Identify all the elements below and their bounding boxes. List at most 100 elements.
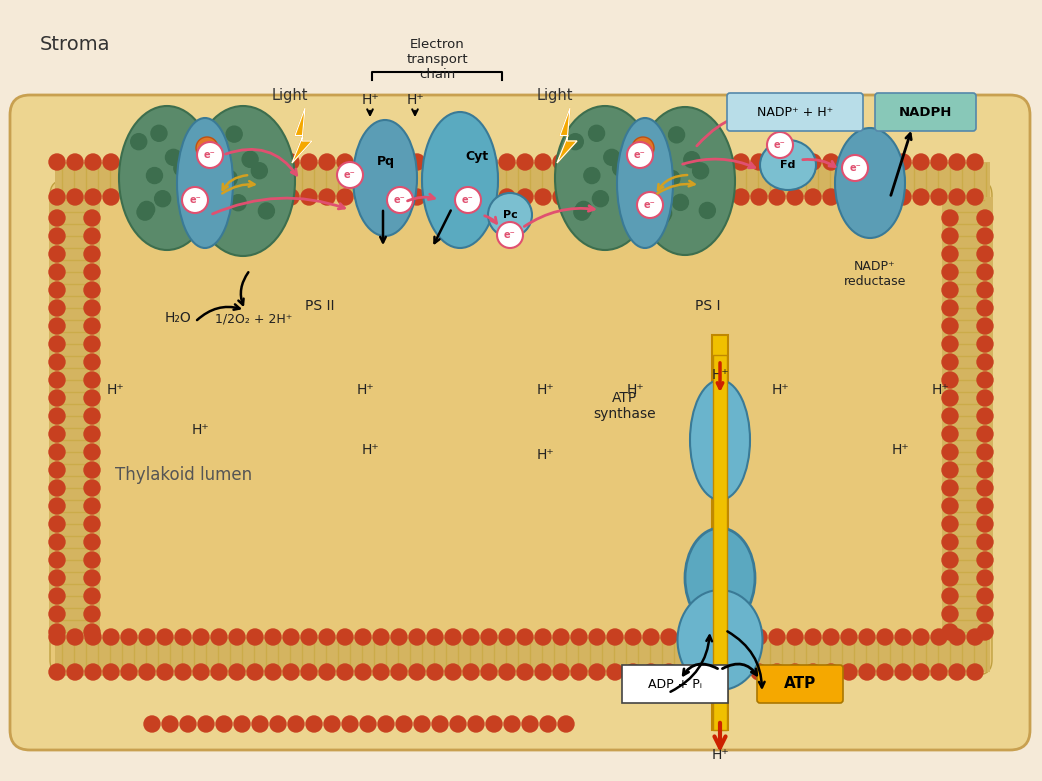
Circle shape xyxy=(84,336,100,352)
Circle shape xyxy=(949,189,965,205)
Circle shape xyxy=(301,664,317,680)
Circle shape xyxy=(823,629,839,645)
Polygon shape xyxy=(557,108,577,163)
Circle shape xyxy=(627,142,653,168)
Circle shape xyxy=(166,149,181,166)
Circle shape xyxy=(977,318,993,334)
Circle shape xyxy=(574,204,590,220)
Circle shape xyxy=(949,154,965,170)
Circle shape xyxy=(913,154,929,170)
Circle shape xyxy=(767,132,793,158)
Circle shape xyxy=(697,189,713,205)
Text: ATP
synthase: ATP synthase xyxy=(594,390,656,421)
Circle shape xyxy=(337,664,353,680)
Circle shape xyxy=(942,390,958,406)
Circle shape xyxy=(697,154,713,170)
Circle shape xyxy=(977,516,993,532)
Circle shape xyxy=(84,462,100,478)
Circle shape xyxy=(283,664,299,680)
Circle shape xyxy=(535,189,551,205)
Circle shape xyxy=(977,552,993,568)
Circle shape xyxy=(977,498,993,514)
Circle shape xyxy=(942,552,958,568)
Circle shape xyxy=(283,154,299,170)
Circle shape xyxy=(607,154,623,170)
Circle shape xyxy=(84,408,100,424)
FancyBboxPatch shape xyxy=(875,93,976,131)
Circle shape xyxy=(288,716,304,732)
Circle shape xyxy=(499,629,515,645)
Circle shape xyxy=(841,189,857,205)
Circle shape xyxy=(85,629,101,645)
Circle shape xyxy=(977,300,993,316)
Circle shape xyxy=(427,189,443,205)
Circle shape xyxy=(977,462,993,478)
Circle shape xyxy=(859,154,875,170)
Circle shape xyxy=(603,149,620,166)
Circle shape xyxy=(49,154,65,170)
Circle shape xyxy=(481,664,497,680)
Text: H⁺: H⁺ xyxy=(771,383,789,397)
Circle shape xyxy=(699,202,716,219)
FancyBboxPatch shape xyxy=(756,665,843,703)
Circle shape xyxy=(517,189,534,205)
Circle shape xyxy=(679,664,695,680)
Circle shape xyxy=(197,142,223,168)
Circle shape xyxy=(942,264,958,280)
Circle shape xyxy=(251,162,268,179)
Text: Pq: Pq xyxy=(377,155,395,168)
Ellipse shape xyxy=(488,193,532,237)
Circle shape xyxy=(654,209,670,224)
Circle shape xyxy=(84,264,100,280)
Text: Cyt: Cyt xyxy=(465,150,488,163)
Ellipse shape xyxy=(177,118,233,248)
Circle shape xyxy=(877,154,893,170)
Circle shape xyxy=(977,210,993,226)
Circle shape xyxy=(942,516,958,532)
Circle shape xyxy=(319,629,334,645)
Circle shape xyxy=(859,664,875,680)
Text: H⁺: H⁺ xyxy=(362,93,379,107)
Circle shape xyxy=(247,189,263,205)
Circle shape xyxy=(619,198,636,215)
Circle shape xyxy=(193,189,209,205)
Text: e⁻: e⁻ xyxy=(462,195,474,205)
Circle shape xyxy=(445,664,461,680)
Circle shape xyxy=(697,629,713,645)
Ellipse shape xyxy=(617,118,673,248)
Circle shape xyxy=(229,629,245,645)
Circle shape xyxy=(733,664,749,680)
Circle shape xyxy=(229,664,245,680)
Circle shape xyxy=(414,716,430,732)
Circle shape xyxy=(229,154,245,170)
Circle shape xyxy=(769,664,785,680)
Circle shape xyxy=(410,189,425,205)
Circle shape xyxy=(967,189,983,205)
Circle shape xyxy=(733,629,749,645)
Circle shape xyxy=(977,228,993,244)
Circle shape xyxy=(463,189,479,205)
Circle shape xyxy=(226,126,242,142)
Circle shape xyxy=(49,264,65,280)
Circle shape xyxy=(823,189,839,205)
Circle shape xyxy=(445,189,461,205)
Circle shape xyxy=(103,664,119,680)
Circle shape xyxy=(387,187,413,213)
Text: e⁻: e⁻ xyxy=(504,230,516,240)
Circle shape xyxy=(607,629,623,645)
Circle shape xyxy=(157,189,173,205)
Text: Stroma: Stroma xyxy=(40,35,110,54)
Circle shape xyxy=(481,189,497,205)
Circle shape xyxy=(977,606,993,622)
Circle shape xyxy=(49,390,65,406)
Circle shape xyxy=(157,629,173,645)
Circle shape xyxy=(679,629,695,645)
Text: Light: Light xyxy=(272,88,308,103)
Bar xyxy=(57,197,92,637)
Circle shape xyxy=(559,716,574,732)
Circle shape xyxy=(210,154,227,170)
Circle shape xyxy=(517,154,534,170)
Circle shape xyxy=(210,664,227,680)
Circle shape xyxy=(942,498,958,514)
Circle shape xyxy=(67,629,83,645)
